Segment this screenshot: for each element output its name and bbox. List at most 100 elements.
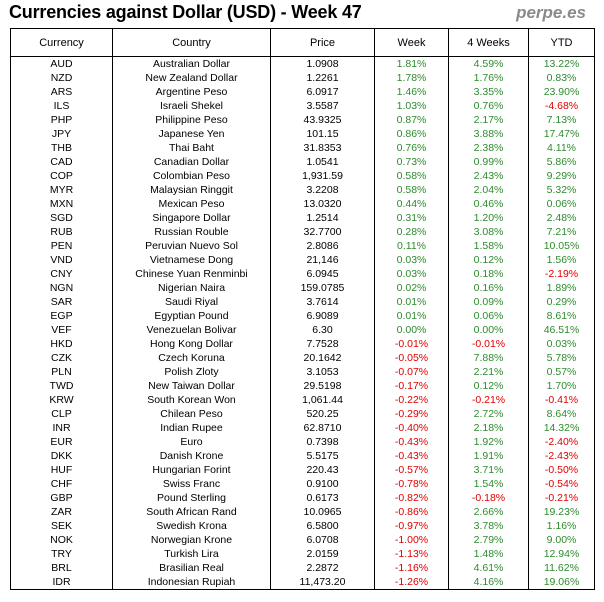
ytd-change-cell: 0.29% bbox=[528, 295, 595, 309]
week-change-cell: 0.11% bbox=[374, 239, 449, 253]
table-row: ILS Israeli Shekel 3.5587 1.03% 0.76% -4.68% bbox=[10, 99, 595, 113]
page-title: Currencies against Dollar (USD) - Week 4… bbox=[9, 2, 362, 22]
price-cell: 13.0320 bbox=[270, 197, 375, 211]
price-cell: 62.8710 bbox=[270, 421, 375, 435]
four-weeks-change-cell: 2.04% bbox=[448, 183, 529, 197]
four-weeks-change-cell: 1.54% bbox=[448, 477, 529, 491]
four-weeks-change-cell: 0.12% bbox=[448, 253, 529, 267]
four-weeks-change-cell: 0.99% bbox=[448, 155, 529, 169]
currency-code-cell: RUB bbox=[10, 225, 113, 239]
price-cell: 6.5800 bbox=[270, 519, 375, 533]
table-row: CLP Chilean Peso 520.25 -0.29% 2.72% 8.64% bbox=[10, 407, 595, 421]
ytd-change-cell: 23.90% bbox=[528, 85, 595, 99]
four-weeks-change-cell: 1.92% bbox=[448, 435, 529, 449]
ytd-change-cell: 9.29% bbox=[528, 169, 595, 183]
country-cell: Nigerian Naira bbox=[112, 281, 271, 295]
column-header-country: Country bbox=[112, 28, 271, 57]
week-change-cell: 0.01% bbox=[374, 295, 449, 309]
ytd-change-cell: 10.05% bbox=[528, 239, 595, 253]
price-cell: 6.30 bbox=[270, 323, 375, 337]
ytd-change-cell: 1.70% bbox=[528, 379, 595, 393]
ytd-change-cell: -0.41% bbox=[528, 393, 595, 407]
week-change-cell: -0.78% bbox=[374, 477, 449, 491]
week-change-cell: -0.17% bbox=[374, 379, 449, 393]
currency-code-cell: CLP bbox=[10, 407, 113, 421]
country-cell: Australian Dollar bbox=[112, 56, 271, 71]
four-weeks-change-cell: 4.61% bbox=[448, 561, 529, 575]
price-cell: 2.2872 bbox=[270, 561, 375, 575]
table-row: IDR Indonesian Rupiah 11,473.20 -1.26% 4.16%… bbox=[10, 575, 595, 590]
table-row: SGD Singapore Dollar 1.2514 0.31% 1.20% 2.48% bbox=[10, 211, 595, 225]
ytd-change-cell: -2.19% bbox=[528, 267, 595, 281]
currency-code-cell: MXN bbox=[10, 197, 113, 211]
four-weeks-change-cell: 0.00% bbox=[448, 323, 529, 337]
four-weeks-change-cell: 0.16% bbox=[448, 281, 529, 295]
column-header-week: Week bbox=[374, 28, 449, 57]
price-cell: 0.7398 bbox=[270, 435, 375, 449]
week-change-cell: -1.16% bbox=[374, 561, 449, 575]
table-row: AUD Australian Dollar 1.0908 1.81% 4.59% 13.2… bbox=[10, 56, 595, 71]
country-cell: Indonesian Rupiah bbox=[112, 575, 271, 590]
week-change-cell: 0.31% bbox=[374, 211, 449, 225]
price-cell: 0.6173 bbox=[270, 491, 375, 505]
table-body: AUD Australian Dollar 1.0908 1.81% 4.59% 13.2… bbox=[10, 56, 595, 590]
table-row: NZD New Zealand Dollar 1.2261 1.78% 1.76% 0.8… bbox=[10, 71, 595, 85]
week-change-cell: 0.58% bbox=[374, 183, 449, 197]
ytd-change-cell: 8.61% bbox=[528, 309, 595, 323]
country-cell: Philippine Peso bbox=[112, 113, 271, 127]
currency-code-cell: SGD bbox=[10, 211, 113, 225]
table-row: EUR Euro 0.7398 -0.43% 1.92% -2.40% bbox=[10, 435, 595, 449]
price-cell: 31.8353 bbox=[270, 141, 375, 155]
ytd-change-cell: 0.83% bbox=[528, 71, 595, 85]
currency-code-cell: INR bbox=[10, 421, 113, 435]
ytd-change-cell: -0.50% bbox=[528, 463, 595, 477]
ytd-change-cell: -4.68% bbox=[528, 99, 595, 113]
currency-code-cell: CAD bbox=[10, 155, 113, 169]
four-weeks-change-cell: 1.48% bbox=[448, 547, 529, 561]
country-cell: Swiss Franc bbox=[112, 477, 271, 491]
country-cell: Malaysian Ringgit bbox=[112, 183, 271, 197]
country-cell: Thai Baht bbox=[112, 141, 271, 155]
week-change-cell: -0.01% bbox=[374, 337, 449, 351]
country-cell: Peruvian Nuevo Sol bbox=[112, 239, 271, 253]
week-change-cell: 1.03% bbox=[374, 99, 449, 113]
table-row: GBP Pound Sterling 0.6173 -0.82% -0.18% -0.21… bbox=[10, 491, 595, 505]
table-row: KRW South Korean Won 1,061.44 -0.22% -0.21% -… bbox=[10, 393, 595, 407]
currency-code-cell: EUR bbox=[10, 435, 113, 449]
ytd-change-cell: 5.78% bbox=[528, 351, 595, 365]
country-cell: Polish Zloty bbox=[112, 365, 271, 379]
currency-code-cell: COP bbox=[10, 169, 113, 183]
country-cell: Egyptian Pound bbox=[112, 309, 271, 323]
table-row: CZK Czech Koruna 20.1642 -0.05% 7.88% 5.78% bbox=[10, 351, 595, 365]
table-row: SAR Saudi Riyal 3.7614 0.01% 0.09% 0.29% bbox=[10, 295, 595, 309]
country-cell: South African Rand bbox=[112, 505, 271, 519]
week-change-cell: -0.43% bbox=[374, 449, 449, 463]
four-weeks-change-cell: 1.91% bbox=[448, 449, 529, 463]
week-change-cell: 0.02% bbox=[374, 281, 449, 295]
country-cell: Swedish Krona bbox=[112, 519, 271, 533]
ytd-change-cell: 0.06% bbox=[528, 197, 595, 211]
price-cell: 0.9100 bbox=[270, 477, 375, 491]
currency-code-cell: GBP bbox=[10, 491, 113, 505]
ytd-change-cell: -0.54% bbox=[528, 477, 595, 491]
price-cell: 101.15 bbox=[270, 127, 375, 141]
table-row: ARS Argentine Peso 6.0917 1.46% 3.35% 23.90% bbox=[10, 85, 595, 99]
price-cell: 1.0541 bbox=[270, 155, 375, 169]
currency-code-cell: ZAR bbox=[10, 505, 113, 519]
four-weeks-change-cell: 0.12% bbox=[448, 379, 529, 393]
table-row: PEN Peruvian Nuevo Sol 2.8086 0.11% 1.58% 10.… bbox=[10, 239, 595, 253]
week-change-cell: 0.58% bbox=[374, 169, 449, 183]
country-cell: Colombian Peso bbox=[112, 169, 271, 183]
country-cell: Euro bbox=[112, 435, 271, 449]
table-row: BRL Brasilian Real 2.2872 -1.16% 4.61% 11.62% bbox=[10, 561, 595, 575]
price-cell: 2.8086 bbox=[270, 239, 375, 253]
ytd-change-cell: 12.94% bbox=[528, 547, 595, 561]
country-cell: Norwegian Krone bbox=[112, 533, 271, 547]
ytd-change-cell: 9.00% bbox=[528, 533, 595, 547]
table-row: CNY Chinese Yuan Renminbi 6.0945 0.03% 0.18%… bbox=[10, 267, 595, 281]
week-change-cell: -0.22% bbox=[374, 393, 449, 407]
ytd-change-cell: -2.40% bbox=[528, 435, 595, 449]
week-change-cell: -0.97% bbox=[374, 519, 449, 533]
price-cell: 2.0159 bbox=[270, 547, 375, 561]
price-cell: 520.25 bbox=[270, 407, 375, 421]
